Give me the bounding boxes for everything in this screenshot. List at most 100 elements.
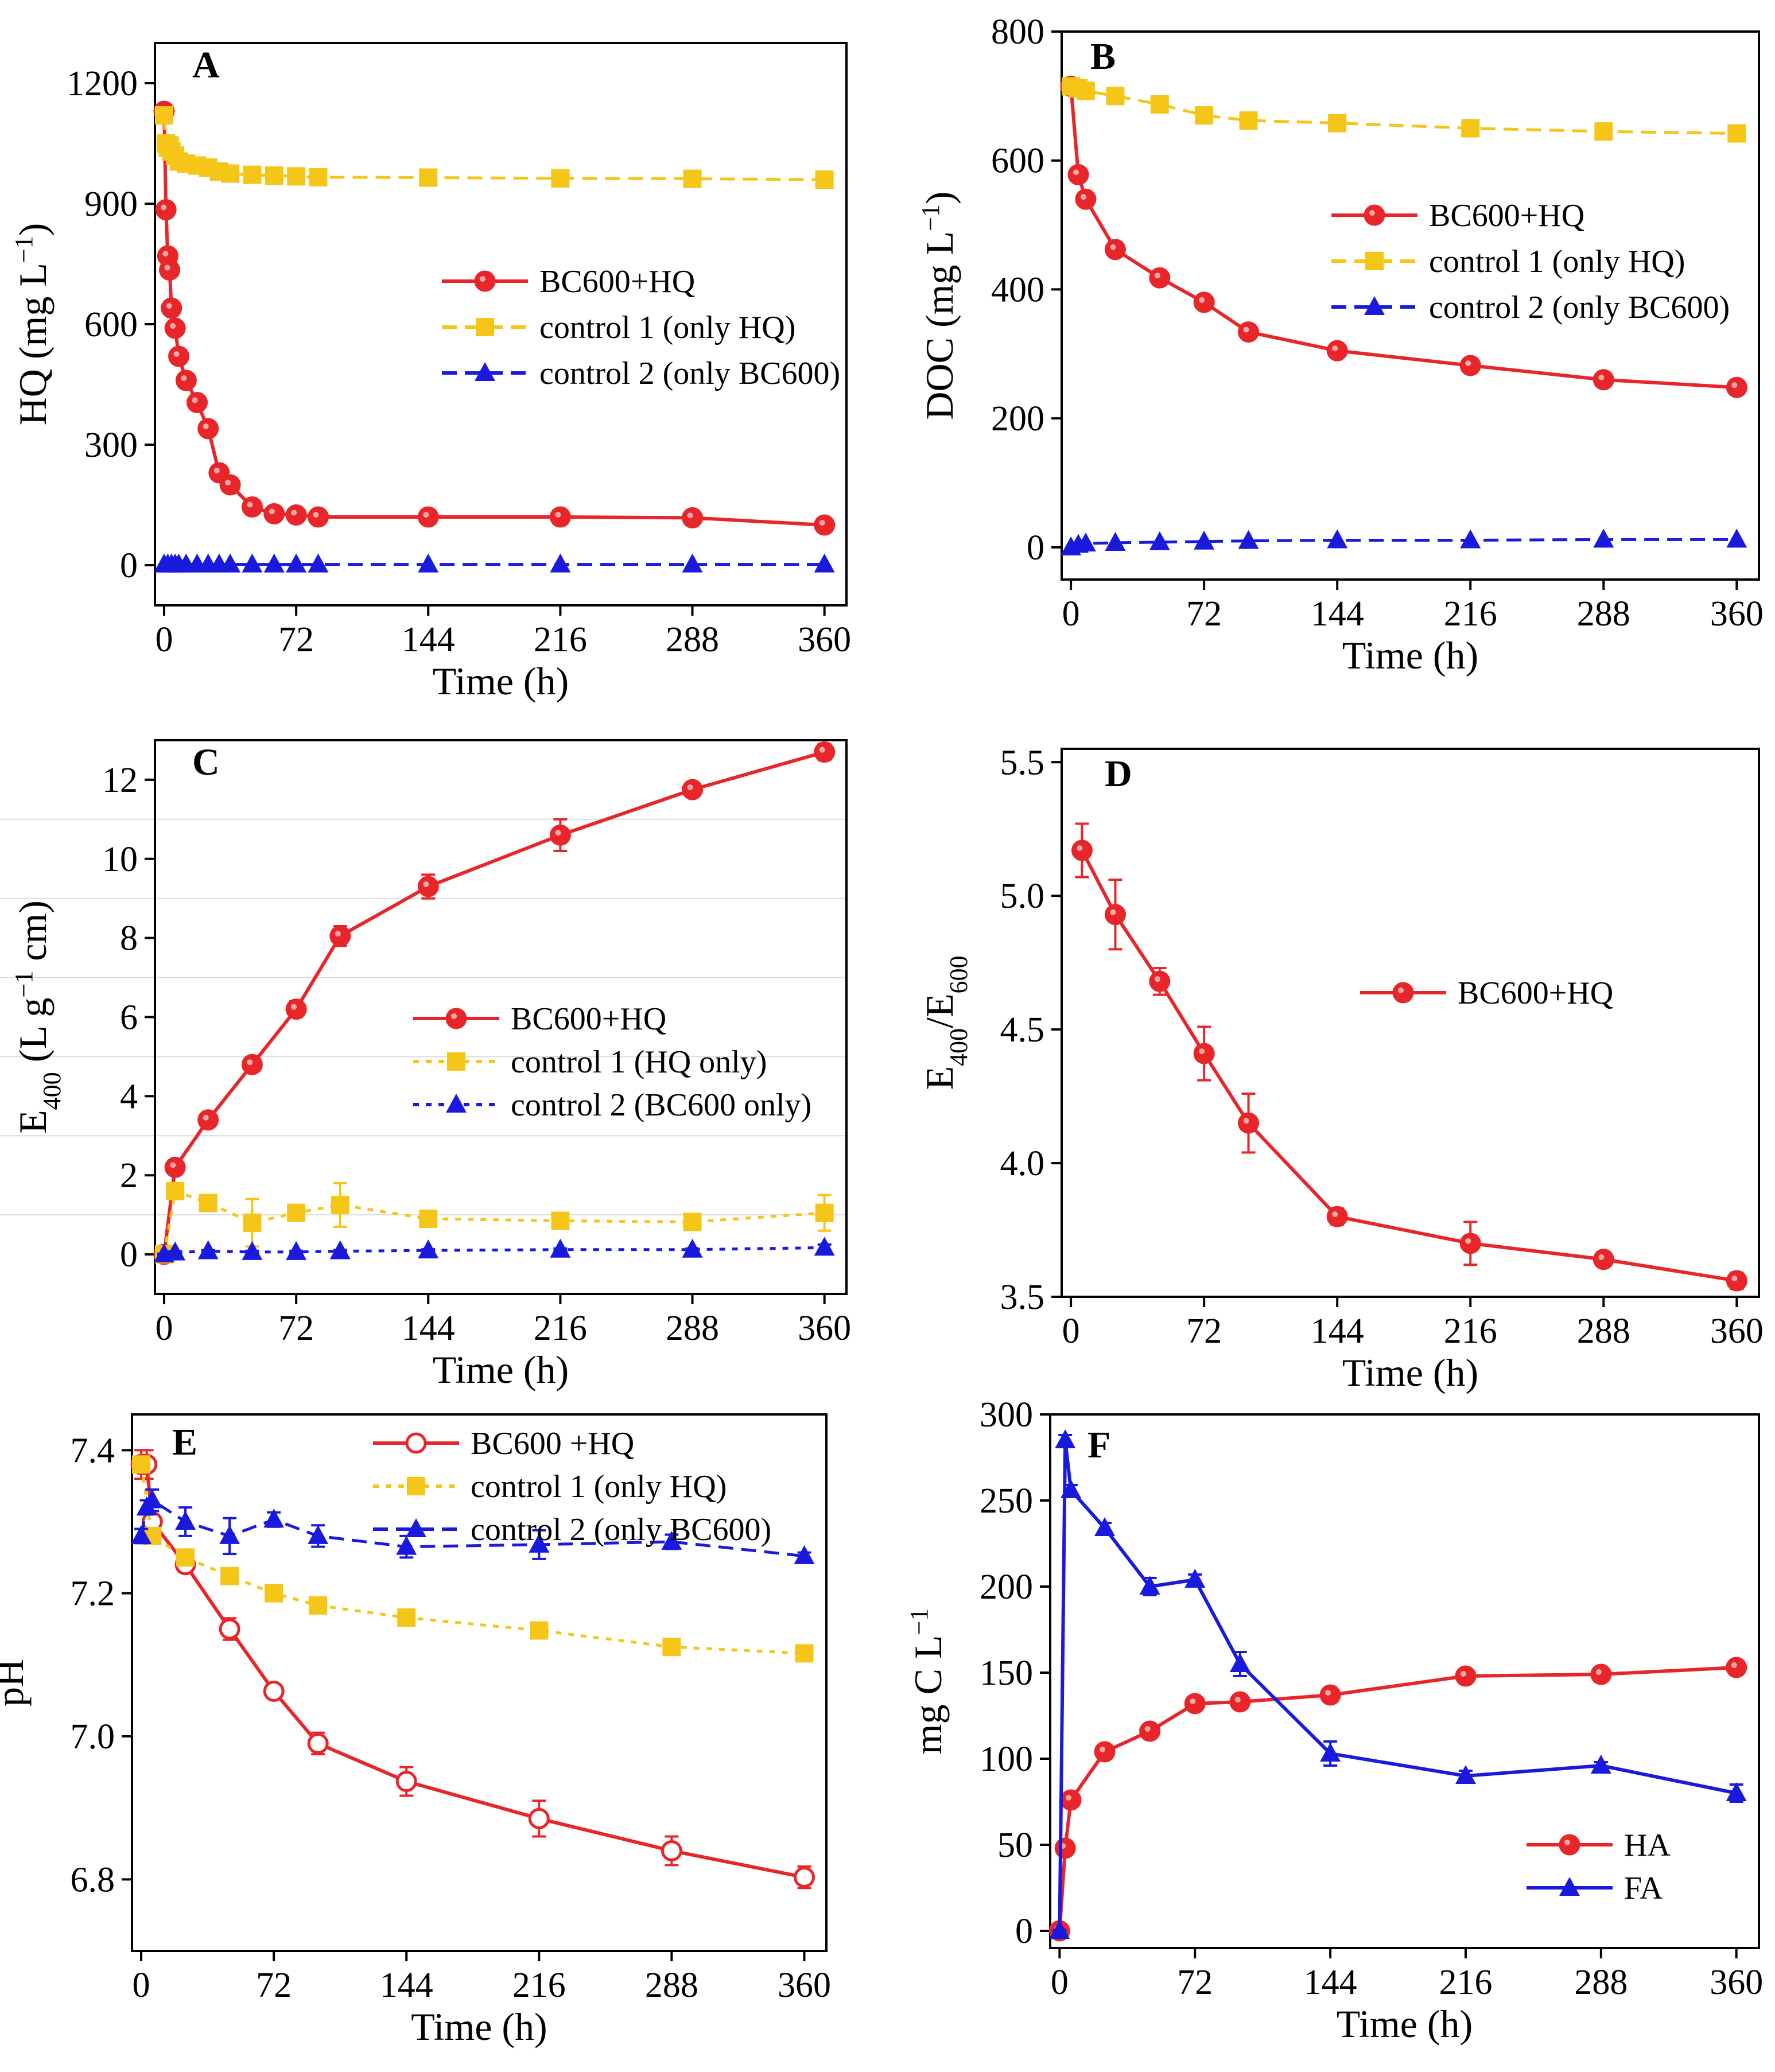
x-axis-title: Time (h) xyxy=(1337,2002,1473,2046)
x-axis-title: Time (h) xyxy=(433,659,569,703)
data-point xyxy=(1104,239,1126,261)
x-tick-label: 144 xyxy=(380,1966,433,2005)
y-tick-label: 0 xyxy=(120,1235,138,1274)
y-tick-label: 250 xyxy=(980,1482,1033,1521)
data-point-highlight xyxy=(170,323,176,329)
data-point-highlight xyxy=(1598,374,1605,380)
x-tick-label: 72 xyxy=(256,1966,292,2005)
data-point xyxy=(199,1194,217,1212)
data-point xyxy=(814,514,836,536)
y-axis-title-part: 400 xyxy=(38,1072,66,1110)
data-point-highlight xyxy=(161,204,167,211)
data-point xyxy=(551,169,570,188)
data-point-highlight xyxy=(181,375,187,381)
data-point xyxy=(1184,1569,1206,1588)
y-axis-title-part: /E xyxy=(918,994,961,1028)
x-tick-label: 360 xyxy=(778,1966,831,2005)
data-point-highlight xyxy=(1243,326,1249,333)
data-point-highlight xyxy=(1731,382,1738,388)
legend-marker xyxy=(1392,982,1414,1004)
legend-marker-highlight xyxy=(480,276,485,282)
plot-frame xyxy=(1061,30,1760,581)
y-tick-label: 200 xyxy=(980,1568,1033,1607)
x-tick-label: 144 xyxy=(1311,1312,1364,1351)
y-tick-label: 2 xyxy=(120,1156,138,1195)
data-point xyxy=(1320,1743,1341,1762)
x-tick-label: 216 xyxy=(1444,594,1497,633)
legend-label: control 1 (HQ only) xyxy=(511,1044,767,1080)
data-point xyxy=(286,553,307,573)
data-point xyxy=(142,1489,163,1509)
data-point xyxy=(397,1608,416,1627)
data-point-highlight xyxy=(335,931,341,937)
data-point xyxy=(1094,1517,1115,1536)
data-point xyxy=(549,824,571,846)
data-point xyxy=(241,1054,263,1075)
x-tick-label: 288 xyxy=(645,1966,698,2005)
data-point xyxy=(683,169,702,188)
data-point-highlight xyxy=(173,351,180,357)
data-point-highlight xyxy=(1234,1697,1241,1702)
y-axis-title: pH xyxy=(0,1659,32,1706)
x-tick-label: 144 xyxy=(402,1309,455,1348)
y-tick-label: 4 xyxy=(120,1077,138,1116)
data-point-highlight xyxy=(1325,1690,1331,1696)
chart-e: 0 72 144 216 288 360 6.8 7.0 7.2 7.4 Time (h) pH E BC… xyxy=(0,1413,831,2048)
data-point-highlight xyxy=(291,510,297,516)
data-point xyxy=(1459,1233,1481,1254)
data-point xyxy=(331,1195,349,1214)
data-point xyxy=(1590,1755,1611,1774)
data-point xyxy=(1727,124,1746,143)
data-point xyxy=(307,506,329,528)
plot-frame xyxy=(1061,748,1760,1298)
data-point-highlight xyxy=(1066,1795,1072,1801)
data-point xyxy=(1726,1782,1747,1801)
x-tick-label: 72 xyxy=(278,1309,314,1348)
data-point xyxy=(814,553,835,573)
series-0 xyxy=(153,100,836,536)
y-tick-label: 10 xyxy=(102,840,138,879)
y-axis-title: HQ (mg L−1) xyxy=(10,223,55,426)
data-point xyxy=(417,876,439,897)
data-point xyxy=(1061,1479,1082,1498)
data-point xyxy=(1139,1720,1161,1742)
data-point-highlight xyxy=(1731,1662,1737,1668)
x-tick-label: 360 xyxy=(798,620,851,659)
y-axis-title-part: ) xyxy=(918,191,961,204)
data-point xyxy=(263,1509,285,1528)
legend-label: BC600+HQ xyxy=(539,264,695,300)
data-point xyxy=(528,1807,550,1829)
y-axis-title-part: −1 xyxy=(905,1608,933,1635)
data-point-highlight xyxy=(269,508,275,515)
data-point xyxy=(1238,321,1260,343)
data-point-highlight xyxy=(1460,1671,1466,1677)
legend-label: control 2 (only BC600) xyxy=(1429,290,1730,325)
data-point-highlight xyxy=(291,1004,297,1010)
y-axis-title: E400/E600 xyxy=(918,956,973,1090)
data-point-highlight xyxy=(687,512,693,519)
data-point xyxy=(682,507,704,528)
legend-marker xyxy=(445,1008,467,1029)
data-point xyxy=(1149,531,1170,550)
data-point xyxy=(287,1203,306,1222)
data-point xyxy=(1326,340,1348,361)
data-point xyxy=(1071,839,1093,861)
legend-marker xyxy=(476,318,494,336)
data-point xyxy=(175,370,197,391)
legend-marker xyxy=(447,1052,465,1071)
series-1 xyxy=(154,106,834,189)
x-tick-label: 288 xyxy=(1577,1312,1630,1351)
y-tick-label: 4.0 xyxy=(1000,1144,1045,1183)
data-point xyxy=(1055,1429,1076,1448)
data-point-highlight xyxy=(1731,1276,1738,1282)
data-point xyxy=(1149,267,1171,289)
series-line xyxy=(164,1246,825,1256)
data-point xyxy=(417,506,439,528)
data-point xyxy=(286,1241,307,1260)
series-line xyxy=(1080,849,1737,1283)
series-1 xyxy=(1049,1429,1747,1939)
data-point xyxy=(197,1109,219,1131)
y-axis-title-part: cm) xyxy=(11,900,55,971)
y-tick-label: 900 xyxy=(84,185,138,224)
x-tick-label: 288 xyxy=(1574,1963,1628,2002)
